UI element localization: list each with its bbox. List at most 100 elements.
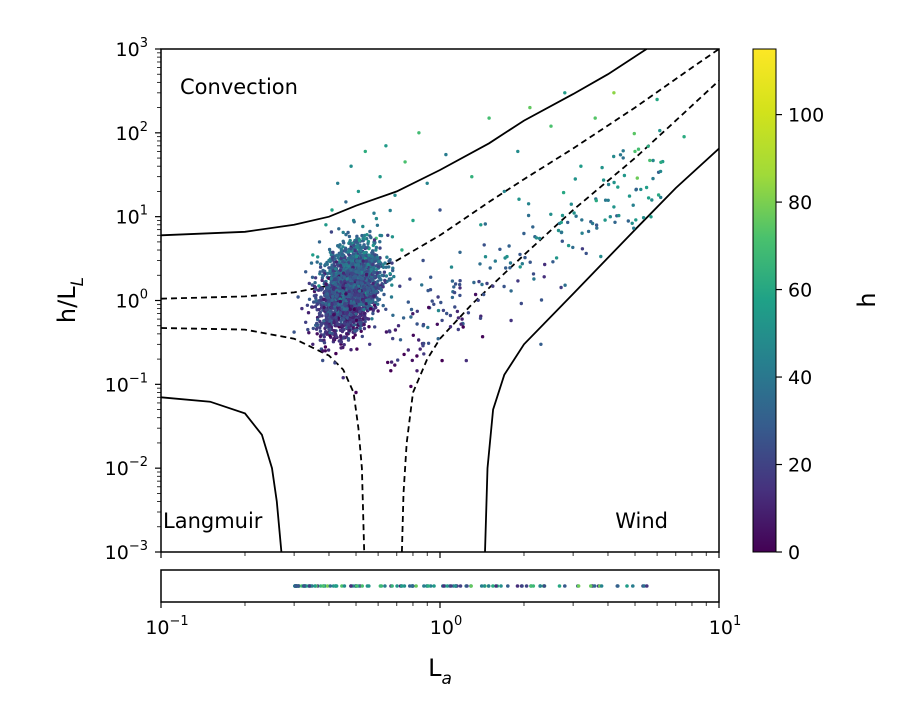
scatter-point	[477, 279, 481, 284]
scatter-point	[325, 292, 329, 296]
scatter-point	[324, 308, 328, 312]
scatter-point	[356, 293, 360, 298]
scatter-point	[350, 304, 354, 308]
strip-panel	[160, 569, 720, 603]
scatter-point	[332, 286, 336, 290]
scatter-point	[355, 234, 359, 238]
scatter-point	[352, 307, 356, 311]
scatter-point	[327, 276, 331, 280]
scatter-point	[357, 271, 362, 275]
scatter-point	[381, 285, 385, 289]
scatter-point	[314, 327, 319, 331]
scatter-point	[650, 198, 654, 202]
scatter-point	[453, 305, 457, 309]
scatter-point	[325, 295, 329, 299]
strip-point	[458, 584, 463, 588]
strip-point	[414, 584, 418, 588]
scatter-point	[559, 230, 564, 235]
scatter-point	[355, 280, 360, 285]
scatter-point	[354, 244, 359, 249]
scatter-point	[363, 149, 367, 154]
scatter-point	[425, 181, 429, 185]
scatter-point	[641, 216, 646, 220]
scatter-point	[353, 293, 357, 297]
scatter-point	[316, 288, 321, 292]
scatter-point	[630, 221, 634, 225]
colorbar-tick-label: 100	[788, 105, 824, 127]
scatter-point	[473, 292, 478, 297]
scatter-point	[411, 333, 415, 337]
scatter-point	[480, 282, 484, 287]
scatter-point	[354, 390, 358, 395]
scatter-point	[523, 255, 527, 260]
scatter-point	[389, 369, 393, 373]
strip-point	[482, 584, 487, 588]
strip-point	[519, 584, 524, 588]
strip-point	[367, 584, 371, 588]
scatter-point	[417, 131, 421, 135]
scatter-point	[338, 268, 342, 273]
scatter-point	[554, 256, 559, 260]
scatter-point	[324, 316, 329, 321]
scatter-point	[374, 286, 378, 290]
scatter-point	[387, 278, 392, 282]
scatter-point	[429, 275, 433, 279]
scatter-point	[526, 202, 531, 206]
scatter-point	[381, 303, 385, 308]
strip-point	[531, 584, 536, 588]
strip-point	[486, 584, 491, 588]
scatter-point	[315, 332, 319, 336]
scatter-point	[393, 363, 397, 367]
scatter-point	[566, 220, 570, 225]
scatter-point	[350, 297, 354, 301]
scatter-point	[346, 230, 350, 235]
strip-point	[333, 584, 338, 588]
scatter-point	[318, 319, 322, 324]
scatter-point	[318, 326, 322, 330]
scatter-point	[364, 246, 368, 250]
scatter-point	[345, 277, 350, 281]
strip-frame	[160, 569, 720, 603]
scatter-point	[580, 247, 585, 251]
scatter-point	[509, 318, 513, 323]
scatter-point	[448, 325, 453, 329]
scatter-point	[346, 273, 350, 277]
scatter-point	[332, 337, 336, 341]
scatter-point	[359, 280, 363, 285]
scatter-point	[332, 313, 336, 317]
scatter-point	[340, 252, 344, 256]
scatter-point	[560, 213, 565, 218]
scatter-point	[339, 257, 343, 261]
scatter-point	[356, 284, 361, 288]
scatter-point	[372, 294, 376, 298]
scatter-point	[354, 263, 358, 267]
scatter-point	[375, 256, 380, 260]
scatter-point	[357, 238, 362, 242]
colorbar-tick-label: 80	[788, 192, 812, 214]
strip-point	[453, 584, 458, 588]
scatter-point	[354, 285, 358, 290]
scatter-point	[415, 309, 419, 313]
scatter-point	[483, 222, 487, 226]
scatter-point	[339, 280, 343, 284]
scatter-point	[347, 234, 352, 239]
scatter-point	[315, 260, 319, 264]
scatter-point	[325, 313, 329, 317]
strip-point	[307, 584, 312, 588]
scatter-point	[542, 275, 546, 279]
scatter-point	[472, 280, 476, 285]
scatter-point	[360, 294, 364, 298]
x-axis-label: La	[428, 654, 452, 689]
scatter-point	[327, 303, 331, 307]
scatter-point	[346, 297, 351, 302]
scatter-point	[324, 262, 328, 266]
scatter-point	[531, 225, 535, 229]
scatter-point	[584, 251, 588, 256]
scatter-point	[318, 334, 323, 339]
scatter-point	[363, 316, 367, 320]
scatter-point	[361, 254, 366, 259]
strip-point	[469, 584, 473, 588]
scatter-point	[371, 243, 375, 248]
scatter-point	[333, 332, 338, 336]
scatter-point	[390, 261, 394, 265]
